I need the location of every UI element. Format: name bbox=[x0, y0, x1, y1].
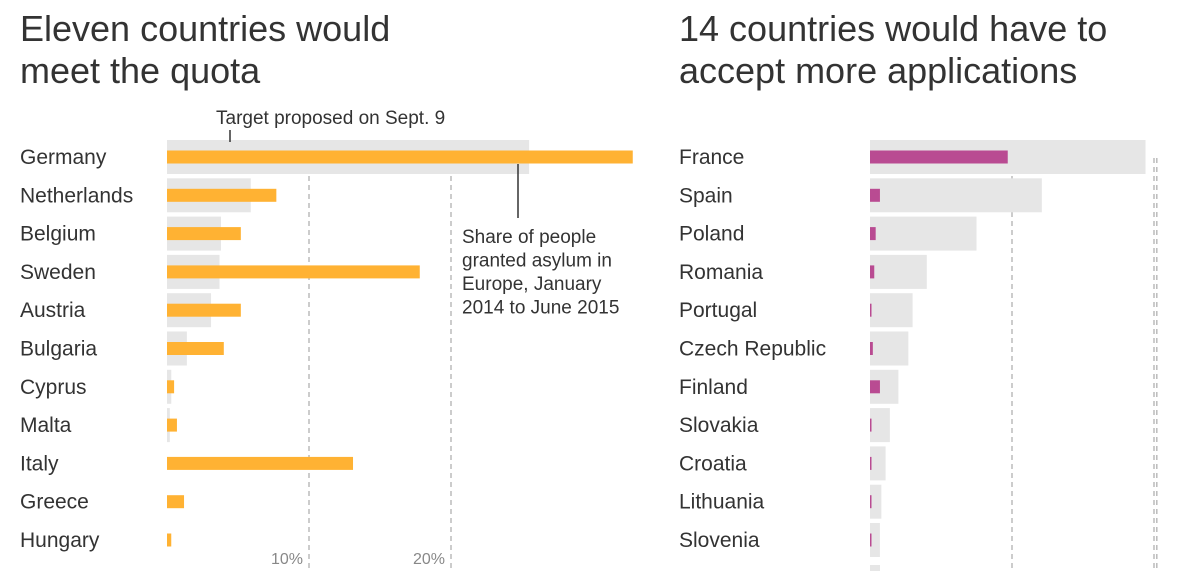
right-row-romania: Romania bbox=[679, 254, 927, 289]
right-share-bar bbox=[870, 303, 872, 317]
right-row-finland: Finland bbox=[679, 369, 899, 404]
right-row-poland: Poland bbox=[679, 216, 977, 251]
left-share-bar bbox=[167, 495, 185, 509]
share-annotation-line: 2014 to June 2015 bbox=[462, 298, 619, 319]
left-country-label: Sweden bbox=[20, 261, 96, 284]
left-share-bar bbox=[167, 150, 633, 164]
x-tick-label: 20% bbox=[413, 551, 445, 568]
right-target-bar bbox=[870, 446, 886, 481]
left-share-bar bbox=[167, 188, 277, 202]
left-row-bulgaria: Bulgaria bbox=[20, 331, 224, 366]
right-country-label: Portugal bbox=[679, 299, 757, 322]
right-country-label: Croatia bbox=[679, 452, 747, 475]
left-country-label: Italy bbox=[20, 452, 59, 475]
left-country-label: Cyprus bbox=[20, 376, 87, 399]
left-row-cyprus: Cyprus bbox=[20, 369, 175, 404]
left-share-bar bbox=[167, 533, 172, 547]
right-row-portugal: Portugal bbox=[679, 293, 913, 328]
right-share-bar bbox=[870, 150, 1008, 164]
share-annotation-line: granted asylum in bbox=[462, 251, 612, 272]
left-row-netherlands: Netherlands bbox=[20, 178, 277, 213]
x-tick-label: 10% bbox=[271, 551, 303, 568]
left-share-bar bbox=[167, 418, 177, 432]
right-row-lithuania: Lithuania bbox=[679, 484, 882, 519]
right-share-bar bbox=[870, 227, 876, 241]
right-target-bar-partial bbox=[870, 565, 880, 571]
right-country-label: Slovenia bbox=[679, 529, 760, 552]
left-country-label: Bulgaria bbox=[20, 338, 97, 361]
left-country-label: Austria bbox=[20, 299, 86, 322]
left-share-bar bbox=[167, 303, 241, 317]
right-share-bar bbox=[870, 188, 880, 202]
right-country-label: Finland bbox=[679, 376, 748, 399]
right-target-bar bbox=[870, 484, 882, 519]
right-chart-title: 14 countries would have to accept more a… bbox=[679, 8, 1108, 91]
left-share-bar bbox=[167, 342, 224, 355]
left-share-bar bbox=[167, 227, 241, 241]
left-country-label: Netherlands bbox=[20, 184, 133, 207]
right-country-label: Romania bbox=[679, 261, 763, 284]
right-share-bar bbox=[870, 418, 872, 432]
left-row-belgium: Belgium bbox=[20, 216, 241, 251]
left-row-malta: Malta bbox=[20, 408, 177, 443]
right-country-label: Slovakia bbox=[679, 414, 759, 437]
share-annotation-line: Europe, January bbox=[462, 274, 602, 295]
right-country-label: Lithuania bbox=[679, 491, 765, 514]
right-share-bar bbox=[870, 456, 872, 470]
right-row-croatia: Croatia bbox=[679, 446, 886, 481]
left-chart-title: Eleven countries would meet the quota bbox=[20, 8, 391, 91]
right-share-bar bbox=[870, 533, 872, 547]
right-country-label: Poland bbox=[679, 223, 744, 246]
right-row-slovenia: Slovenia bbox=[679, 523, 880, 557]
right-target-bar bbox=[870, 293, 913, 328]
right-target-bar bbox=[870, 331, 909, 366]
share-annotation: Share of people granted asylum inEurope, … bbox=[462, 227, 619, 319]
right-row-slovakia: Slovakia bbox=[679, 408, 890, 443]
left-country-label: Germany bbox=[20, 146, 107, 169]
right-target-bar bbox=[870, 254, 927, 289]
left-row-italy: Italy bbox=[20, 452, 354, 475]
right-country-label: Spain bbox=[679, 184, 733, 207]
left-row-greece: Greece bbox=[20, 491, 185, 514]
right-share-bar bbox=[870, 380, 880, 394]
right-target-bar bbox=[870, 523, 880, 557]
right-row-czech-republic: Czech Republic bbox=[679, 331, 909, 366]
target-annotation-label: Target proposed on Sept. 9 bbox=[216, 108, 445, 129]
left-country-label: Hungary bbox=[20, 529, 100, 552]
left-row-sweden: Sweden bbox=[20, 254, 420, 289]
right-target-bar bbox=[870, 178, 1042, 213]
right-row-france: France bbox=[679, 140, 1146, 174]
right-country-label: France bbox=[679, 146, 744, 169]
right-share-bar bbox=[870, 265, 875, 279]
share-annotation-line: Share of people bbox=[462, 227, 596, 248]
right-share-bar bbox=[870, 495, 872, 509]
right-target-bar bbox=[870, 216, 977, 251]
left-row-hungary: Hungary bbox=[20, 529, 172, 552]
right-country-label: Czech Republic bbox=[679, 338, 826, 361]
left-share-bar bbox=[167, 265, 420, 279]
left-share-bar bbox=[167, 456, 354, 470]
left-country-label: Greece bbox=[20, 491, 89, 514]
left-row-austria: Austria bbox=[20, 293, 241, 328]
left-share-bar bbox=[167, 380, 175, 394]
right-target-bar bbox=[870, 408, 890, 443]
right-row-spain: Spain bbox=[679, 178, 1042, 213]
left-row-germany: Germany bbox=[20, 140, 633, 174]
left-country-label: Belgium bbox=[20, 223, 96, 246]
left-country-label: Malta bbox=[20, 414, 72, 437]
right-share-bar bbox=[870, 342, 873, 355]
